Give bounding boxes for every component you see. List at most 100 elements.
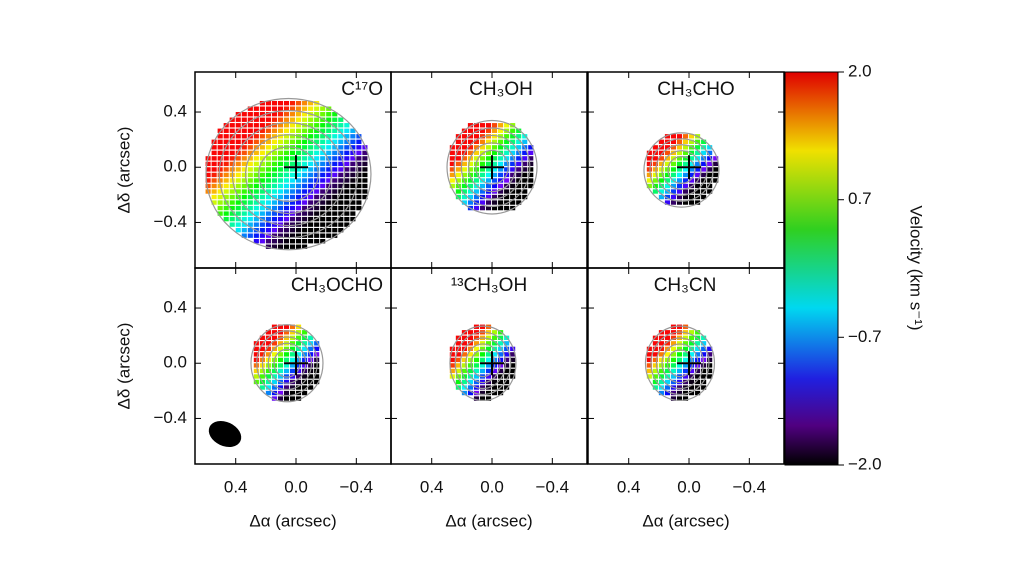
emission-pixel [241, 227, 247, 233]
emission-pixel [338, 178, 344, 183]
emission-pixel [664, 183, 671, 189]
emission-pixel [695, 161, 701, 167]
emission-pixel [277, 330, 284, 335]
emission-pixel [498, 205, 504, 211]
emission-pixel [332, 222, 338, 227]
panel-frame [587, 267, 785, 465]
emission-pixel [664, 172, 671, 178]
emission-pixel [658, 363, 664, 368]
emission-pixel [289, 346, 296, 352]
panel: CH₃CHO [587, 71, 785, 269]
emission-pixel [271, 128, 278, 133]
emission-pixel [467, 189, 474, 194]
emission-pixel [308, 178, 314, 183]
emission-pixel [498, 128, 504, 133]
emission-pixel [289, 200, 296, 205]
emission-pixel [701, 385, 707, 390]
emission-pixel [492, 374, 498, 379]
emission-pixel [338, 183, 344, 189]
emission-pixel [522, 178, 528, 183]
emission-pixel [664, 385, 671, 390]
contour [446, 119, 538, 215]
emission-pixel [302, 100, 308, 106]
emission-pixel [302, 244, 308, 249]
emission-pixel [682, 346, 689, 352]
emission-pixel [510, 183, 516, 189]
emission-pixel [259, 239, 265, 244]
emission-pixel [492, 200, 498, 205]
emission-pixel [332, 233, 338, 238]
emission-pixel [332, 161, 338, 167]
emission-pixel [235, 205, 241, 211]
emission-pixel [479, 363, 486, 368]
emission-pixel [314, 167, 320, 172]
emission-pixel [217, 205, 223, 211]
emission-pixel [247, 172, 253, 178]
emission-pixel [646, 178, 652, 183]
emission-pixel [283, 330, 290, 335]
emission-pixel [492, 183, 498, 189]
emission-pixel [289, 139, 296, 145]
emission-pixel [658, 150, 664, 156]
emission-pixel [510, 178, 516, 183]
emission-pixel [277, 139, 284, 145]
emission-pixel [277, 341, 284, 346]
emission-pixel [265, 117, 271, 122]
emission-pixel [217, 139, 223, 145]
emission-pixel [277, 106, 284, 111]
emission-pixel [707, 145, 713, 150]
emission-pixel [338, 227, 344, 233]
emission-pixel [449, 167, 455, 172]
emission-pixel [461, 134, 467, 139]
emission-pixel [707, 178, 713, 183]
emission-pixel [235, 172, 241, 178]
emission-pixel [498, 123, 504, 128]
emission-pixel [682, 178, 689, 183]
emission-pixel [658, 390, 664, 396]
emission-pixel [277, 112, 284, 117]
emission-pixel [473, 363, 480, 368]
emission-pixel [522, 194, 528, 200]
emission-pixel [308, 379, 314, 385]
emission-pixel [211, 194, 217, 200]
emission-pixel [510, 172, 516, 178]
emission-pixel [283, 183, 290, 189]
emission-pixel [289, 390, 296, 396]
emission-pixel [302, 167, 308, 172]
emission-pixel [682, 172, 689, 178]
emission-pixel [247, 194, 253, 200]
emission-pixel [283, 100, 290, 106]
emission-pixel [676, 352, 683, 357]
emission-pixel [217, 167, 223, 172]
emission-pixel [658, 335, 664, 341]
emission-pixel [658, 352, 664, 357]
emission-pixel [658, 379, 664, 385]
emission-pixel [296, 161, 302, 167]
emission-pixel [498, 352, 504, 357]
x-axis-label: Δα (arcsec) [642, 511, 729, 530]
emission-pixel [205, 183, 211, 189]
colorbar-tick-label: 2.0 [848, 61, 872, 80]
emission-pixel [479, 390, 486, 396]
emission-pixel [479, 156, 486, 161]
emission-pixel [271, 145, 278, 150]
emission-pixel [259, 161, 265, 167]
contour [667, 156, 696, 184]
emission-pixel [302, 112, 308, 117]
emission-pixel [658, 139, 664, 145]
emission-pixel [350, 216, 356, 222]
emission-pixel [314, 112, 320, 117]
emission-pixel [504, 205, 510, 211]
contour [643, 132, 720, 208]
emission-pixel [461, 156, 467, 161]
emission-pixel [271, 368, 278, 374]
emission-pixel [670, 139, 677, 145]
emission-pixel [455, 167, 461, 172]
emission-pixel [682, 145, 689, 150]
emission-pixel [479, 123, 486, 128]
emission-pixel [479, 352, 486, 357]
emission-pixel [217, 194, 223, 200]
emission-pixel [271, 123, 278, 128]
emission-pixel [449, 150, 455, 156]
